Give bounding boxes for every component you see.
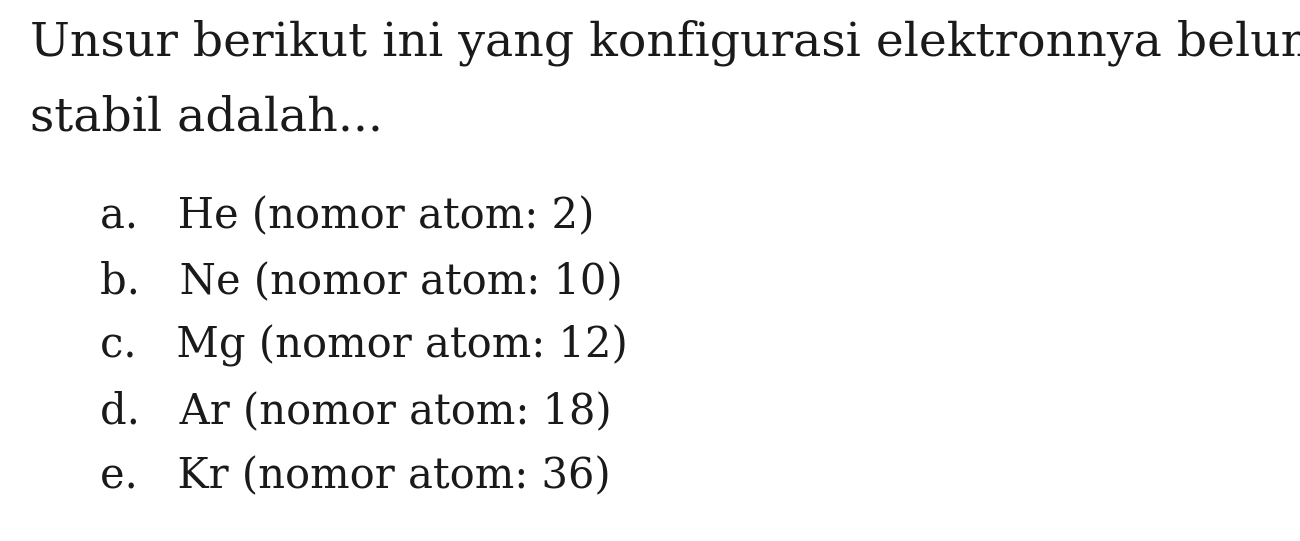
Text: stabil adalah...: stabil adalah... (30, 95, 383, 140)
Text: a.   He (nomor atom: 2): a. He (nomor atom: 2) (100, 195, 594, 237)
Text: b.   Ne (nomor atom: 10): b. Ne (nomor atom: 10) (100, 260, 623, 302)
Text: e.   Kr (nomor atom: 36): e. Kr (nomor atom: 36) (100, 455, 611, 497)
Text: Unsur berikut ini yang konfigurasi elektronnya belum: Unsur berikut ini yang konfigurasi elekt… (30, 20, 1300, 67)
Text: d.   Ar (nomor atom: 18): d. Ar (nomor atom: 18) (100, 390, 611, 432)
Text: c.   Mg (nomor atom: 12): c. Mg (nomor atom: 12) (100, 325, 628, 367)
